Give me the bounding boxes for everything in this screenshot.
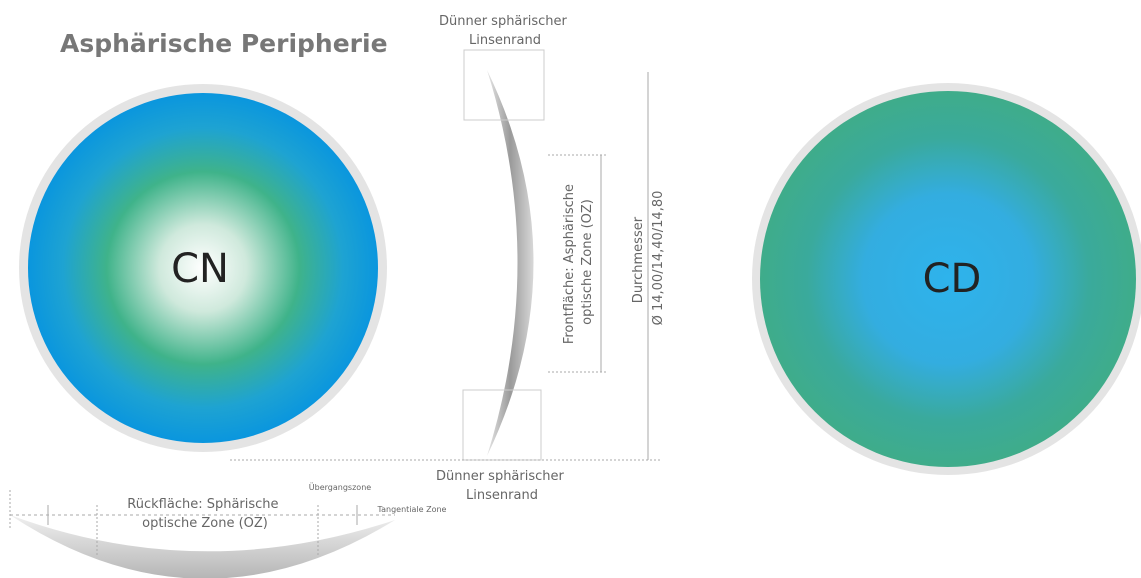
lens-profile <box>10 515 395 578</box>
lens-profile <box>487 70 534 456</box>
tangential-zone-label: Tangentiale Zone <box>377 505 447 514</box>
bottom-edge-label: Dünner sphärischer Linsenrand <box>436 469 568 503</box>
title: Asphärische Peripherie <box>60 29 388 58</box>
lens-label: CD <box>923 256 982 302</box>
transition-zone-label: Übergangszone <box>309 482 371 492</box>
zoom-box <box>463 49 545 121</box>
lens-cn <box>28 93 378 443</box>
front-zone-label: Frontfläche: Asphärische optische Zone (… <box>562 180 595 344</box>
back-zone-label: Rückfläche: Sphärische optische Zone (OZ… <box>127 497 282 531</box>
lens-cd <box>760 91 1136 467</box>
lens-label: CN <box>171 246 229 292</box>
diameter-label: Durchmesser Ø 14,00/14,40/14,80 <box>631 191 666 326</box>
top-edge-label: Dünner sphärischer Linsenrand <box>439 14 571 48</box>
